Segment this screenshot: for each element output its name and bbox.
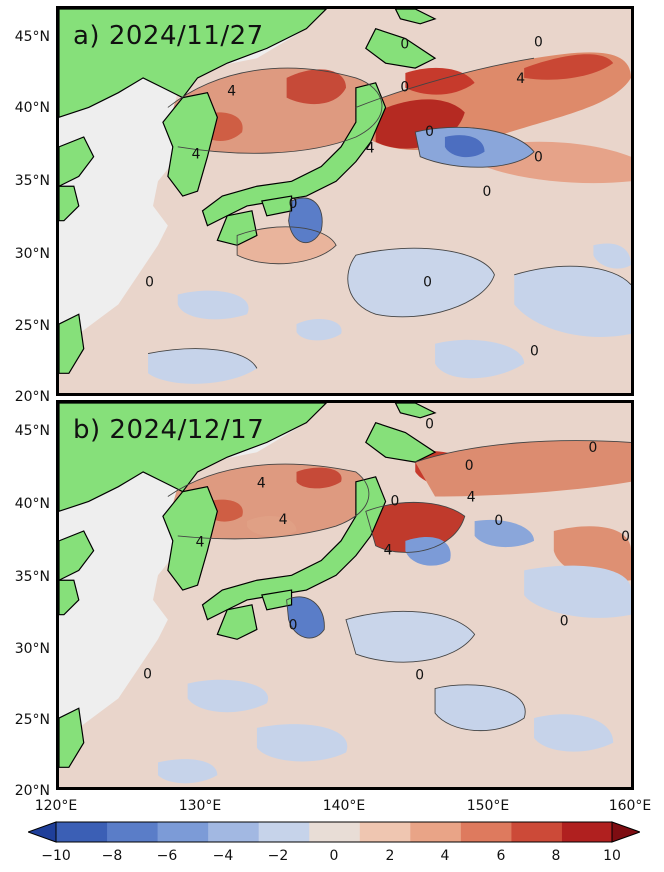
contour-label: 0 xyxy=(415,668,424,684)
lat-tick: 30°N xyxy=(14,246,50,262)
lat-tick: 40°N xyxy=(14,100,50,116)
contour-label: 0 xyxy=(145,275,154,291)
contour-label: 4 xyxy=(196,535,205,551)
colorbar-tick: 6 xyxy=(496,848,506,864)
colorbar xyxy=(28,821,640,843)
colorbar-segment xyxy=(308,822,360,842)
map-panel-b: 4 4 4 4 4 0 0 0 0 0 0 0 0 0 0 b) 2024/12… xyxy=(56,400,634,790)
colorbar-segment xyxy=(207,822,259,842)
colorbar-tick: −10 xyxy=(41,848,71,864)
contour-label: 0 xyxy=(530,344,539,360)
colorbar-tick: −2 xyxy=(267,848,289,864)
contour-label: 0 xyxy=(621,529,630,545)
lon-tick: 130°E xyxy=(178,798,222,814)
cool-anomaly-b xyxy=(157,519,631,784)
colorbar-tick: 10 xyxy=(603,848,621,864)
colorbar-segment xyxy=(561,822,613,842)
colorbar-tick: −4 xyxy=(212,848,234,864)
panel-b-label: b) 2024/12/17 xyxy=(73,415,265,445)
colorbar-segment xyxy=(157,822,209,842)
mainland-b xyxy=(59,403,328,768)
lat-tick: 20°N xyxy=(14,783,50,799)
map-panel-a: 4 4 4 4 0 0 0 0 0 0 0 0 0 0 a) 2024/11/2… xyxy=(56,6,634,396)
colorbar-tick: 8 xyxy=(551,848,561,864)
contour-label: 4 xyxy=(467,489,476,505)
lat-tick: 30°N xyxy=(14,641,50,657)
lat-tick: 35°N xyxy=(14,569,50,585)
warm-anomaly-b xyxy=(167,440,631,582)
contour-label: 0 xyxy=(588,440,597,456)
colorbar-segment xyxy=(460,822,512,842)
contour-label: 0 xyxy=(465,458,474,474)
contour-label: 0 xyxy=(425,417,434,433)
contour-lines-a xyxy=(147,57,631,369)
contour-lines-b xyxy=(167,440,631,732)
contour-label: 4 xyxy=(384,543,393,559)
japan-a xyxy=(201,9,437,246)
contour-label: 4 xyxy=(366,141,375,157)
lon-tick: 160°E xyxy=(608,798,652,814)
lat-tick: 45°N xyxy=(14,29,50,45)
contour-label: 4 xyxy=(257,476,266,492)
colorbar-segment xyxy=(258,822,310,842)
lon-tick: 120°E xyxy=(34,798,78,814)
contour-label: 0 xyxy=(289,196,298,212)
colorbar-tick: −8 xyxy=(101,848,123,864)
mainland-a xyxy=(59,9,328,374)
contour-label: 0 xyxy=(494,513,503,529)
contour-label: 4 xyxy=(227,84,236,100)
colorbar-tick: 0 xyxy=(329,848,339,864)
contour-label: 0 xyxy=(560,614,569,630)
lat-tick: 25°N xyxy=(14,318,50,334)
contour-label: 0 xyxy=(400,80,409,96)
lat-tick: 20°N xyxy=(14,389,50,405)
lat-tick: 40°N xyxy=(14,496,50,512)
lon-tick: 150°E xyxy=(466,798,510,814)
contour-label: 0 xyxy=(400,36,409,52)
contour-label: 0 xyxy=(425,124,434,140)
colorbar-segment xyxy=(106,822,158,842)
contour-label: 4 xyxy=(279,512,288,528)
contour-label: 0 xyxy=(143,667,152,683)
lat-tick: 25°N xyxy=(14,712,50,728)
lat-tick: 35°N xyxy=(14,173,50,189)
japan-b xyxy=(201,403,437,640)
contour-label: 0 xyxy=(391,493,400,509)
colorbar-tick: 4 xyxy=(440,848,450,864)
colorbar-segment xyxy=(409,822,461,842)
contour-label: 0 xyxy=(534,34,543,50)
contour-label: 4 xyxy=(516,71,525,87)
colorbar-segment xyxy=(359,822,411,842)
contour-label: 0 xyxy=(423,275,432,291)
map-a-graphic: 4 4 4 4 0 0 0 0 0 0 0 0 0 0 xyxy=(59,9,631,393)
colorbar-segment xyxy=(510,822,562,842)
colorbar-tick: −6 xyxy=(156,848,178,864)
contour-label: 4 xyxy=(192,147,201,163)
lat-tick: 45°N xyxy=(14,423,50,439)
contour-label: 0 xyxy=(534,150,543,166)
contour-label: 0 xyxy=(483,184,492,200)
panel-a-label: a) 2024/11/27 xyxy=(73,21,264,51)
contour-label: 0 xyxy=(289,617,298,633)
map-b-graphic: 4 4 4 4 4 0 0 0 0 0 0 0 0 0 0 xyxy=(59,403,631,787)
colorbar-tick: 2 xyxy=(385,848,395,864)
lon-tick: 140°E xyxy=(322,798,366,814)
colorbar-segment xyxy=(56,822,108,842)
